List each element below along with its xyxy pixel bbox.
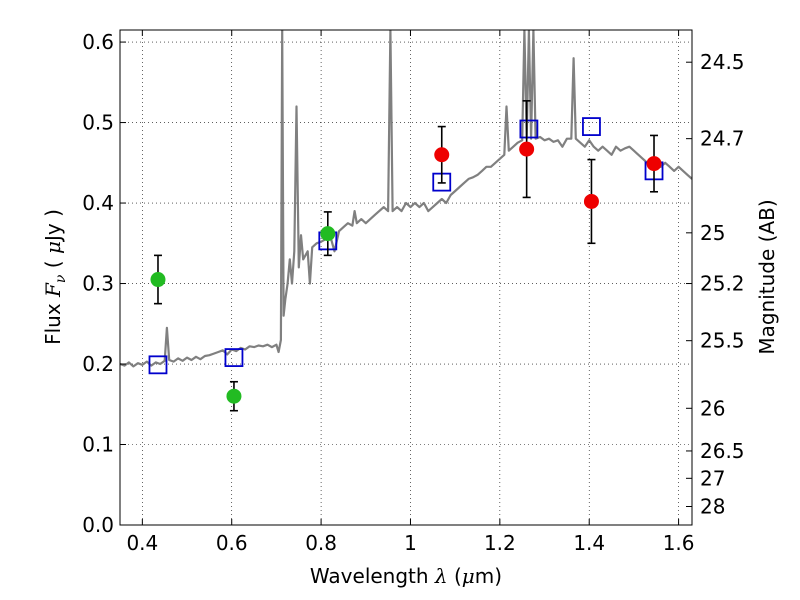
right-tick-label: 26.5 [700,439,745,463]
right-tick-label: 25.5 [700,329,745,353]
x-axis-title-text: Wavelength [310,564,435,588]
photometry-point [583,193,599,209]
right-tick-label: 24.5 [700,50,745,74]
plot-area [120,30,692,412]
axis-ticks: 0.4 0.6 0.8 1 1.2 1.4 1.6 0.0 0.1 0.2 0.3 0.4 0.5 0.6… [82,30,745,555]
y-tick-label: 0.1 [82,433,114,457]
spectrum-line [120,30,692,368]
x-axis-lambda: λ [434,564,448,588]
y-tick-label: 0.3 [82,272,114,296]
photometry-point [519,141,535,157]
x-tick-label: 0.8 [305,531,337,555]
y-axis-paren: ( [41,254,65,268]
right-tick-label: 26 [700,396,725,420]
x-axis-title: Wavelength λ (μm) [310,564,502,588]
y-tick-label: 0.4 [82,191,114,215]
y-axis-title: Flux Fν ( μJy ) [41,209,70,345]
x-tick-label: 0.6 [216,531,248,555]
right-tick-label: 27 [700,466,725,490]
x-tick-label: 1.4 [573,531,605,555]
photometry-point [434,147,450,163]
x-tick-label: 1.2 [484,531,516,555]
right-tick-label: 25 [700,221,725,245]
photometry-point [320,226,336,242]
y-axis-jy: Jy ) [41,209,65,243]
x-axis-unit: ( [454,564,462,588]
x-tick-label: 0.4 [126,531,158,555]
y-tick-label: 0.5 [82,111,114,135]
y-tick-label: 0.2 [82,352,114,376]
x-axis-unit-m: m) [475,564,502,588]
model-square-point [582,117,601,136]
right-axis-title: Magnitude (AB) [755,199,779,354]
plot-frame [119,29,693,526]
x-tick-label: 1 [404,531,417,555]
model-square-point [148,355,168,375]
y-axis-F: F [41,282,65,298]
right-tick-label: 25.2 [700,272,745,296]
photometry-point [150,272,166,288]
grid-lines [120,30,692,526]
photometry-point [226,388,242,404]
x-tick-label: 1.6 [663,531,695,555]
model-square-point [224,348,244,367]
x-axis-mu: μ [462,564,475,588]
right-tick-label: 24.7 [700,127,745,151]
y-tick-label: 0.6 [82,30,114,54]
right-tick-label: 28 [700,494,725,518]
y-tick-label: 0.0 [82,513,114,537]
model-square-point [519,119,539,139]
y-axis-flux: Flux [41,297,65,345]
y-axis-mu: μ [41,241,65,254]
photometry-point [646,156,662,172]
y-axis-nu: ν [53,274,69,283]
